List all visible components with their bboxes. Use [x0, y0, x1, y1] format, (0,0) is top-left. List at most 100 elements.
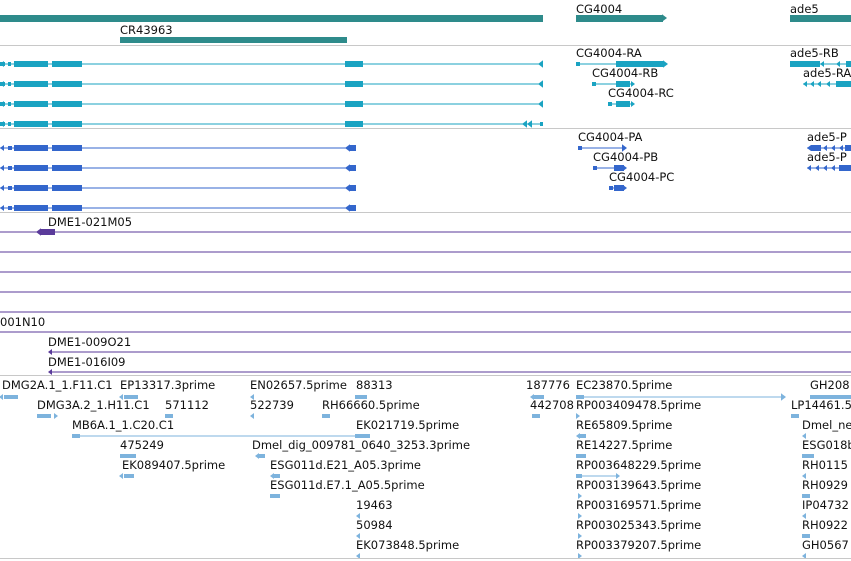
- est-block[interactable]: [580, 434, 586, 438]
- est-block[interactable]: [576, 395, 584, 399]
- est-block[interactable]: [274, 474, 280, 478]
- strand-arrow-left: [530, 394, 534, 400]
- strand-arrow-right: [631, 81, 635, 87]
- clone-block[interactable]: [41, 229, 55, 235]
- est-block[interactable]: [72, 434, 80, 438]
- gene-label-cr43963[interactable]: CR43963: [120, 23, 173, 37]
- est-block[interactable]: [802, 494, 810, 498]
- exon-block: [52, 165, 82, 171]
- est-label-e14[interactable]: LP14461.5: [791, 398, 851, 412]
- est-block[interactable]: [124, 395, 138, 399]
- clone-arrow: [48, 369, 52, 375]
- est-block[interactable]: [802, 534, 810, 538]
- protein-label-ade5-p-2[interactable]: ade5-P: [807, 150, 847, 164]
- transcript-label-ade5-rb[interactable]: ade5-RB: [790, 46, 839, 60]
- est-block[interactable]: [355, 434, 370, 438]
- est-label-e34[interactable]: RP003025343.5prime: [576, 518, 702, 532]
- gene-bar[interactable]: [120, 37, 347, 43]
- clone-label-001n10[interactable]: 001N10: [0, 315, 46, 329]
- est-label-e2[interactable]: EP13317.3prime: [120, 378, 216, 392]
- est-block[interactable]: [124, 474, 134, 478]
- strand-arrow-left: [803, 81, 807, 87]
- protein-label-cg4004-pb[interactable]: CG4004-PB: [593, 150, 659, 164]
- est-label-e19[interactable]: 475249: [120, 438, 164, 452]
- est-label-e16[interactable]: EK021719.5prime: [356, 418, 460, 432]
- est-label-e12[interactable]: 442708: [530, 398, 574, 412]
- est-label-e3[interactable]: EN02657.5prime: [250, 378, 347, 392]
- gene-bar[interactable]: [790, 15, 851, 22]
- est-label-e36[interactable]: EK073848.5prime: [356, 538, 460, 552]
- est-label-e31[interactable]: RP003169571.5prime: [576, 498, 702, 512]
- est-block[interactable]: [120, 454, 136, 458]
- est-label-e6[interactable]: EC23870.5prime: [576, 378, 673, 392]
- est-block[interactable]: [802, 454, 814, 458]
- est-block[interactable]: [322, 414, 330, 418]
- est-label-e13[interactable]: RP003409478.5prime: [576, 398, 702, 412]
- transcript-label-cg4004-rb[interactable]: CG4004-RB: [592, 66, 659, 80]
- est-label-e27[interactable]: ESG011d.E7.1_A05.5prime: [270, 478, 425, 492]
- clone-label-dme1-016i09[interactable]: DME1-016I09: [48, 355, 126, 369]
- protein-label-cg4004-pc[interactable]: CG4004-PC: [609, 170, 675, 184]
- transcript-label-cg4004-ra[interactable]: CG4004-RA: [576, 46, 642, 60]
- est-block[interactable]: [810, 395, 851, 399]
- est-label-e37[interactable]: RP003379207.5prime: [576, 538, 702, 552]
- est-block[interactable]: [576, 474, 582, 478]
- est-label-e26[interactable]: RH0115: [802, 458, 848, 472]
- protein-label-ade5-p-1[interactable]: ade5-P: [807, 130, 847, 144]
- est-label-e38[interactable]: GH0567: [802, 538, 849, 552]
- transcript-label-ade5-ra[interactable]: ade5-RA: [803, 66, 851, 80]
- est-label-e29[interactable]: RH0929: [802, 478, 848, 492]
- est-label-e4[interactable]: 88313: [356, 378, 393, 392]
- est-block[interactable]: [165, 414, 173, 418]
- est-label-e11[interactable]: RH66660.5prime: [322, 398, 420, 412]
- est-label-e9[interactable]: 571112: [165, 398, 209, 412]
- est-block[interactable]: [4, 395, 18, 399]
- strand-arrow-left: [836, 61, 840, 67]
- gene-label-ade5[interactable]: ade5: [790, 2, 819, 16]
- est-block[interactable]: [270, 494, 280, 498]
- exon-block: [608, 102, 612, 106]
- est-block[interactable]: [355, 395, 367, 399]
- exon-block: [576, 62, 580, 66]
- gene-label-cg4004[interactable]: CG4004: [576, 2, 623, 16]
- exon-block: [52, 185, 82, 191]
- est-label-e28[interactable]: RP003139643.5prime: [576, 478, 702, 492]
- est-block[interactable]: [576, 454, 586, 458]
- strand-arrow-left: [356, 553, 360, 559]
- est-block[interactable]: [37, 414, 51, 418]
- exon-block: [8, 62, 11, 66]
- est-label-e1[interactable]: DMG2A.1_1.F11.C1: [2, 378, 113, 392]
- est-label-e15[interactable]: MB6A.1_1.C20.C1: [72, 418, 175, 432]
- est-label-e33[interactable]: 50984: [356, 518, 393, 532]
- gene-bar[interactable]: [0, 15, 543, 22]
- strand-arrow-right: [662, 14, 667, 22]
- strand-arrow-left: [0, 165, 4, 171]
- est-label-e30[interactable]: 19463: [356, 498, 393, 512]
- est-label-e25[interactable]: RP003648229.5prime: [576, 458, 702, 472]
- exon-block: [14, 165, 48, 171]
- est-label-e24[interactable]: ESG011d.E21_A05.3prime: [270, 458, 422, 472]
- est-label-e20[interactable]: Dmel_dig_009781_0640_3253.3prime: [252, 438, 471, 452]
- strand-arrow-right: [623, 165, 627, 171]
- est-label-e10[interactable]: 522739: [250, 398, 294, 412]
- est-label-e17[interactable]: RE65809.5prime: [576, 418, 673, 432]
- est-label-e22[interactable]: ESG018b: [802, 438, 851, 452]
- est-label-e18[interactable]: Dmel_ne: [802, 418, 851, 432]
- est-block[interactable]: [791, 414, 799, 418]
- protein-label-cg4004-pa[interactable]: CG4004-PA: [578, 130, 643, 144]
- transcript-label-cg4004-rc[interactable]: CG4004-RC: [608, 86, 674, 100]
- clone-label-dme1-009o21[interactable]: DME1-009O21: [48, 335, 132, 349]
- gene-bar[interactable]: [576, 15, 663, 22]
- est-block[interactable]: [532, 414, 540, 418]
- est-block[interactable]: [534, 395, 544, 399]
- est-label-e32[interactable]: IP04732: [802, 498, 849, 512]
- est-label-e23[interactable]: EK089407.5prime: [122, 458, 226, 472]
- est-label-e5[interactable]: 187776: [526, 378, 570, 392]
- est-block[interactable]: [259, 454, 265, 458]
- est-label-e21[interactable]: RE14227.5prime: [576, 438, 673, 452]
- est-label-e35[interactable]: RH0922: [802, 518, 848, 532]
- est-label-e8[interactable]: DMG3A.2_1.H11.C1: [37, 398, 150, 412]
- exon-block: [592, 82, 596, 86]
- est-label-e7[interactable]: GH208: [810, 378, 850, 392]
- clone-label-dme1-021m05[interactable]: DME1-021M05: [48, 215, 133, 229]
